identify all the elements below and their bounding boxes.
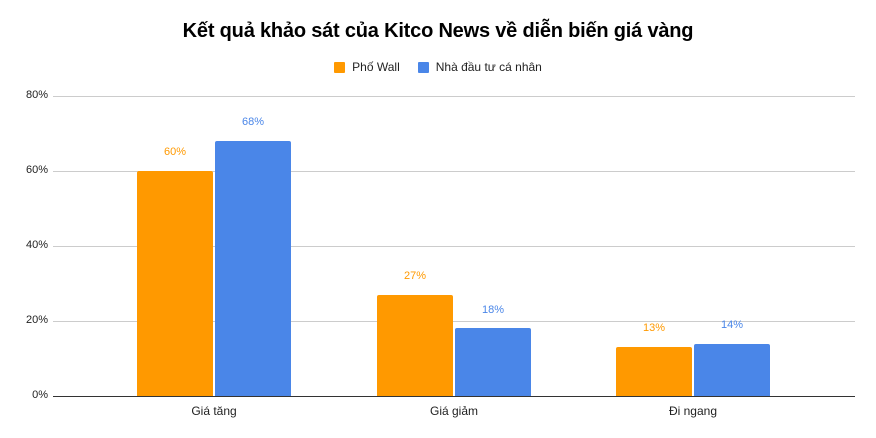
x-label-di-ngang: Đi ngang	[668, 404, 718, 418]
legend-item-pho-wall[interactable]: Phố Wall	[334, 60, 400, 74]
gridline	[53, 321, 855, 322]
gridline	[53, 246, 855, 247]
y-tick-60: 60%	[25, 164, 48, 176]
value-label: 13%	[642, 322, 666, 334]
bar-gia-giam-nha-dau-tu[interactable]	[455, 328, 531, 396]
plot-area: 60% 68% 27% 18% 13% 14%	[53, 96, 855, 397]
legend: Phố Wall Nhà đầu tư cá nhân	[0, 60, 876, 74]
bar-gia-tang-nha-dau-tu[interactable]	[215, 141, 291, 396]
x-axis-line	[53, 396, 855, 397]
gridline	[53, 171, 855, 172]
y-tick-40: 40%	[25, 239, 48, 251]
bar-di-ngang-pho-wall[interactable]	[616, 347, 692, 396]
legend-swatch-orange	[334, 61, 346, 73]
y-tick-0: 0%	[32, 389, 48, 401]
gridline	[53, 96, 855, 97]
legend-item-retail-investors[interactable]: Nhà đầu tư cá nhân	[417, 60, 542, 74]
x-label-gia-giam: Giá giảm	[429, 404, 479, 418]
y-tick-80: 80%	[25, 89, 48, 101]
value-label: 27%	[403, 270, 427, 282]
bar-gia-giam-pho-wall[interactable]	[377, 295, 453, 396]
bar-gia-tang-pho-wall[interactable]	[137, 171, 213, 396]
legend-label: Phố Wall	[352, 60, 400, 74]
value-label: 60%	[163, 146, 187, 158]
bar-di-ngang-nha-dau-tu[interactable]	[694, 344, 770, 396]
y-tick-20: 20%	[25, 314, 48, 326]
legend-label: Nhà đầu tư cá nhân	[435, 60, 542, 74]
chart-title: Kết quả khảo sát của Kitco News về diễn …	[182, 20, 694, 42]
x-label-gia-tang: Giá tăng	[191, 404, 237, 418]
value-label: 14%	[720, 319, 744, 331]
legend-swatch-blue	[417, 61, 429, 73]
value-label: 68%	[241, 116, 265, 128]
value-label: 18%	[481, 304, 505, 316]
